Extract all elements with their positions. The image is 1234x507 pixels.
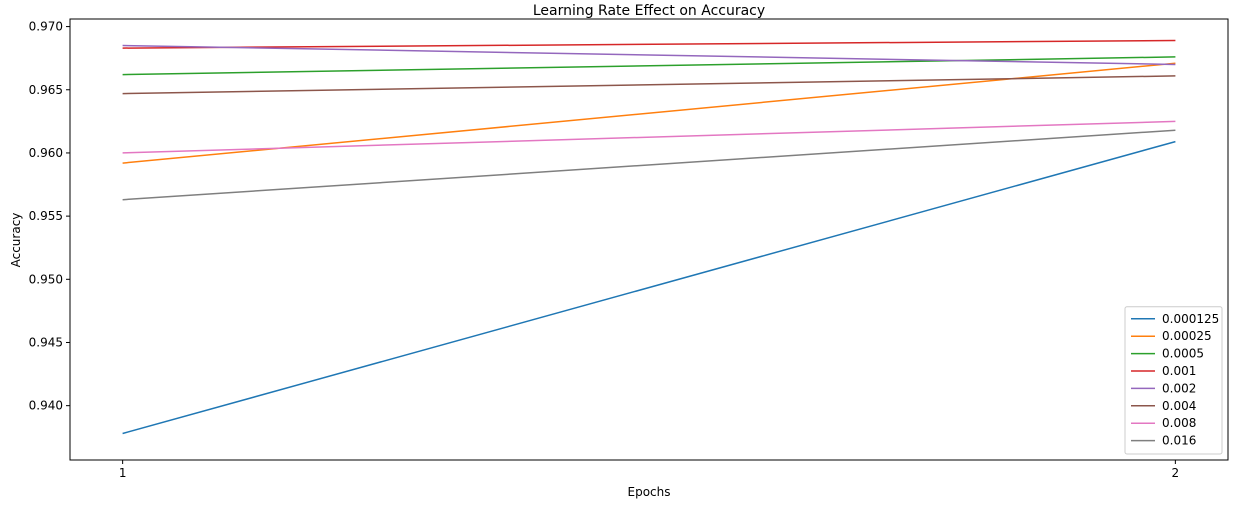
x-tick-label: 2: [1172, 466, 1180, 480]
legend-box: [1124, 306, 1223, 455]
series-line-7: [122, 129, 1176, 201]
y-tick-label: 0.955: [29, 209, 63, 223]
y-tick-label: 0.960: [29, 146, 63, 160]
y-tick-label: 0.950: [29, 272, 63, 286]
legend-label: 0.016: [1162, 434, 1196, 448]
legend-label: 0.0005: [1162, 347, 1204, 361]
legend-label: 0.008: [1162, 416, 1196, 430]
series-line-2: [122, 56, 1176, 76]
legend-label: 0.000125: [1162, 312, 1219, 326]
y-tick-label: 0.965: [29, 83, 63, 97]
legend-label: 0.004: [1162, 399, 1196, 413]
series-line-6: [122, 120, 1176, 154]
y-axis-label: Accuracy: [9, 213, 23, 268]
legend: 0.000125 0.00025 0.0005 0.001 0.002 0.004 0.00…: [1124, 306, 1223, 455]
series-line-5: [122, 75, 1176, 95]
x-axis-label: Epochs: [628, 485, 671, 499]
legend-label: 0.002: [1162, 381, 1196, 395]
axis-ticks: 0.940 0.945 0.950 0.955 0.960 0.965 0.970 1 2: [29, 20, 1180, 480]
legend-label: 0.00025: [1162, 329, 1212, 343]
series-line-0: [122, 140, 1176, 435]
y-tick-label: 0.940: [29, 399, 63, 413]
series-lines: [122, 39, 1176, 435]
y-tick-label: 0.945: [29, 335, 63, 349]
legend-label: 0.001: [1162, 364, 1196, 378]
series-line-1: [122, 62, 1176, 164]
series-line-4: [122, 44, 1176, 66]
y-tick-label: 0.970: [29, 20, 63, 34]
chart-title: Learning Rate Effect on Accuracy: [533, 3, 765, 19]
series-line-3: [122, 39, 1176, 49]
plot-area-frame: [69, 18, 1229, 461]
x-tick-label: 1: [119, 466, 127, 480]
